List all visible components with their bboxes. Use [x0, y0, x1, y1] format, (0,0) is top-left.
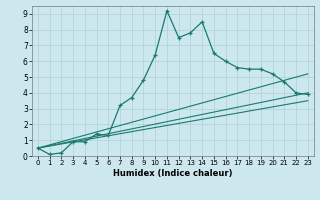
- X-axis label: Humidex (Indice chaleur): Humidex (Indice chaleur): [113, 169, 233, 178]
